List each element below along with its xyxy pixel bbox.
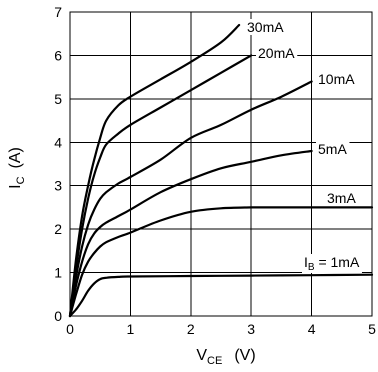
curve-20ma	[68, 54, 253, 318]
x-tick-label: 0	[66, 321, 74, 337]
x-tick-label: 5	[368, 321, 376, 337]
series-labels: 30mA 20mA 10mA 5mA 3mA IB = 1mA	[245, 19, 362, 273]
y-tick-label: 3	[54, 178, 62, 194]
curve-10ma	[68, 80, 313, 318]
series-label: IB = 1mA	[304, 254, 360, 273]
x-axis-label: VCE (V)	[196, 347, 255, 367]
tick-labels: 0 1 2 3 4 5 0 1 2 3 4 5 6 7	[54, 4, 376, 337]
x-tick-label: 2	[187, 321, 195, 337]
series-label-rest: = 1mA	[315, 254, 360, 270]
curve-3ma	[68, 206, 374, 318]
series-label-main: I	[304, 254, 308, 270]
curve-30ma	[68, 23, 241, 318]
y-axis-label-main: I	[7, 184, 24, 188]
x-axis-label-main: V	[196, 347, 207, 364]
series-label: 30mA	[247, 19, 284, 35]
y-tick-label: 0	[54, 308, 62, 324]
series-label-bg	[316, 141, 350, 157]
series-label-bg	[325, 190, 359, 206]
curve-i-b-1ma	[68, 273, 374, 318]
y-tick-label: 5	[54, 91, 62, 107]
y-axis-label: IC (A)	[7, 147, 27, 189]
x-tick-label: 3	[247, 321, 255, 337]
plot-frame	[69, 11, 373, 317]
series-label: 20mA	[258, 45, 295, 61]
series-label-bg	[316, 71, 358, 87]
y-tick-label: 6	[54, 47, 62, 63]
curves	[68, 23, 374, 318]
y-axis-label-unit: (A)	[7, 147, 24, 168]
y-tick-label: 1	[54, 265, 62, 281]
y-tick-label: 2	[54, 221, 62, 237]
series-label-bg	[302, 254, 362, 273]
series-label-bg	[256, 45, 298, 61]
series-label-bg	[245, 19, 287, 35]
x-tick-label: 1	[127, 321, 135, 337]
series-label: 5mA	[318, 141, 347, 157]
x-axis-label-unit: (V)	[234, 347, 255, 364]
series-label-sub: B	[308, 262, 315, 273]
series-label: 10mA	[318, 71, 355, 87]
y-axis-label-sub: C	[15, 176, 27, 184]
x-axis-label-sub: CE	[207, 355, 222, 367]
y-tick-label: 4	[54, 134, 62, 150]
series-label: 3mA	[327, 190, 356, 206]
y-tick-label: 7	[54, 4, 62, 20]
x-tick-label: 4	[308, 321, 316, 337]
curve-5ma	[68, 149, 313, 318]
